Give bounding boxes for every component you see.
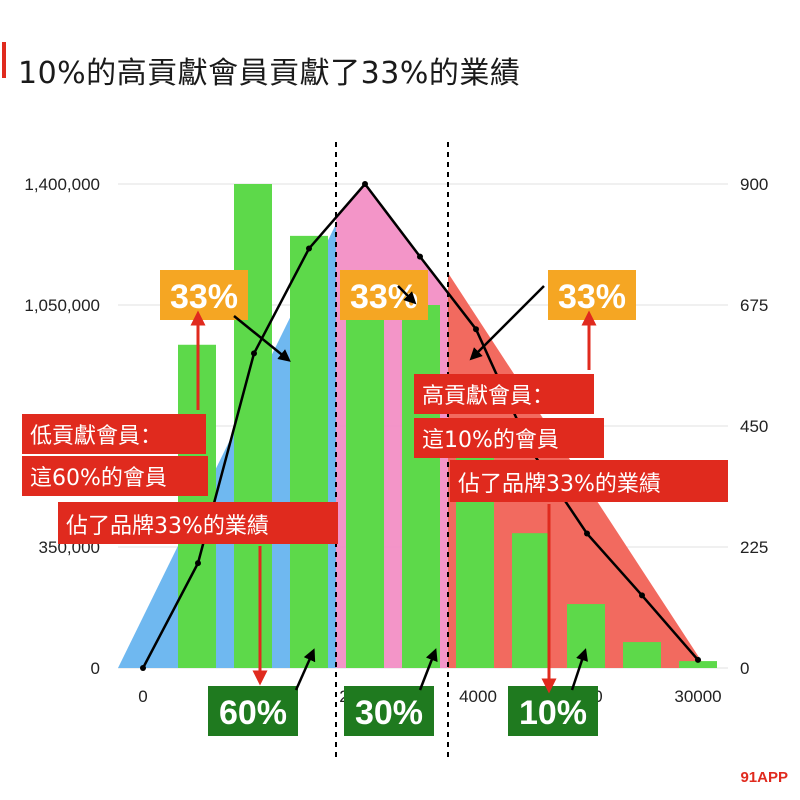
line-point: [639, 592, 645, 599]
right-axis: 900 675 450 225 0: [740, 175, 768, 678]
bar: [402, 305, 440, 668]
left-tick-label: 1,400,000: [24, 175, 100, 194]
low-callout-text: 佔了品牌33%的業績: [66, 514, 269, 539]
brand-logo: 91APP: [740, 769, 788, 786]
right-tick-label: 675: [740, 296, 768, 315]
page-title: 10%的高貢獻會員貢獻了33%的業績: [18, 56, 521, 91]
line-point: [140, 665, 146, 671]
high-callout-box: [450, 460, 728, 502]
segment-member-label: 10%: [519, 694, 587, 732]
pointer-arrow: [570, 648, 588, 691]
line-point: [195, 560, 201, 567]
low-callout-text: 這60%的會員: [30, 466, 167, 491]
line-point: [362, 181, 368, 187]
high-callout-text: 佔了品牌33%的業績: [458, 472, 661, 497]
right-tick-label: 225: [740, 538, 768, 557]
bar: [567, 604, 605, 668]
line-point: [251, 350, 257, 357]
bar: [346, 287, 384, 668]
segment-member-label: 30%: [355, 694, 423, 732]
left-tick-label: 0: [91, 659, 100, 678]
high-callout-box: [414, 418, 604, 458]
annotations: 33% 33% 33%60% 30% 10%低貢獻會員：這60%的會員佔了品牌33%的業…: [22, 270, 728, 736]
low-callout-text: 低貢獻會員：: [30, 424, 162, 449]
cumulative-line: [140, 181, 701, 671]
pointer-arrow: [397, 285, 417, 305]
segment-share-label: 33%: [170, 278, 238, 316]
pointer-arrow: [418, 648, 438, 691]
x-tick-label: 4000: [459, 687, 497, 706]
line-point: [695, 656, 701, 663]
bar: [290, 235, 328, 668]
high-callout-box: [414, 374, 594, 414]
segment-share-label: 33%: [558, 278, 626, 316]
x-tick-label: 0: [138, 687, 147, 706]
left-tick-label: 1,050,000: [24, 296, 100, 315]
low-callout-box: [22, 456, 208, 496]
segment-member-label: 60%: [219, 694, 287, 732]
segment-member-box: [508, 686, 598, 736]
bar: [512, 533, 550, 668]
high-callout-text: 這10%的會員: [422, 428, 559, 453]
pointer-arrow: [469, 285, 545, 361]
high-callout-text: 高貢獻會員：: [422, 384, 554, 409]
low-callout-box: [58, 502, 338, 544]
low-segment-area: [118, 224, 336, 668]
x-tick-label: 30000: [674, 687, 721, 706]
segment-dividers: [335, 142, 449, 758]
line-point: [306, 245, 312, 252]
right-tick-label: 450: [740, 417, 768, 436]
segment-member-box: [208, 686, 298, 736]
pointer-arrow: [294, 648, 316, 691]
title-accent-bar: [2, 42, 6, 78]
bar: [679, 661, 717, 668]
bar: [623, 642, 661, 668]
line-point: [473, 326, 479, 333]
right-tick-label: 0: [740, 659, 749, 678]
right-tick-label: 900: [740, 175, 768, 194]
pointer-arrow: [233, 315, 291, 362]
line-point: [417, 253, 423, 260]
line-point: [584, 530, 590, 537]
low-callout-box: [22, 414, 206, 454]
segment-member-box: [344, 686, 434, 736]
bar: [234, 184, 272, 668]
